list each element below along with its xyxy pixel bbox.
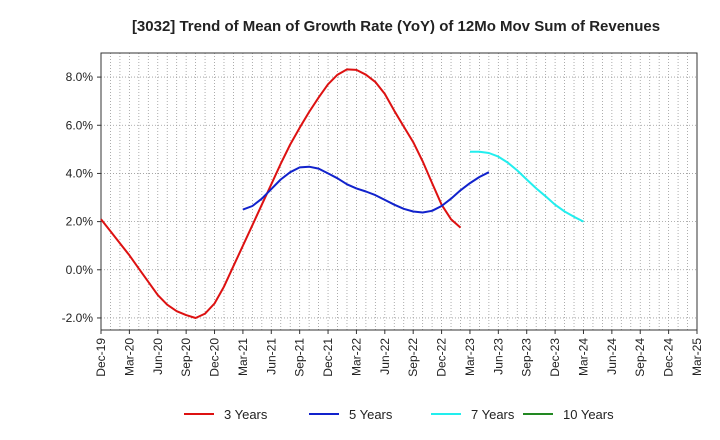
legend: 3 Years 5 Years 7 Years 10 Years bbox=[184, 407, 614, 422]
x-tick-label: Dec-21 bbox=[321, 338, 335, 377]
x-tick-label: Mar-21 bbox=[236, 338, 250, 376]
x-tick-label: Mar-22 bbox=[349, 338, 363, 376]
series-line-3-years bbox=[100, 68, 462, 319]
x-tick-label: Sep-23 bbox=[520, 338, 534, 377]
x-tick-label: Jun-21 bbox=[264, 338, 278, 375]
legend-label: 5 Years bbox=[349, 407, 393, 422]
x-tick-label: Jun-20 bbox=[151, 338, 165, 375]
x-tick-label: Sep-20 bbox=[179, 338, 193, 377]
x-tick-label: Dec-24 bbox=[662, 338, 676, 377]
y-tick-label: 6.0% bbox=[66, 118, 94, 132]
legend-label: 7 Years bbox=[471, 407, 515, 422]
axes: -2.0% 0.0% 2.0% 4.0% 6.0% 8.0% Dec-19 Mar-20 Jun… bbox=[62, 52, 704, 377]
y-tick-label: 2.0% bbox=[66, 215, 94, 229]
y-tick-label: 0.0% bbox=[66, 263, 94, 277]
x-tick-label: Jun-22 bbox=[378, 338, 392, 375]
x-tick-label: Mar-24 bbox=[576, 338, 590, 376]
legend-label: 10 Years bbox=[563, 407, 614, 422]
legend-label: 3 Years bbox=[224, 407, 268, 422]
x-tick-label: Dec-23 bbox=[548, 338, 562, 377]
x-tick-label: Mar-25 bbox=[690, 338, 704, 376]
x-tick-label: Jun-23 bbox=[491, 338, 505, 375]
series-line-7-years bbox=[470, 150, 584, 223]
chart-title: [3032] Trend of Mean of Growth Rate (YoY… bbox=[132, 18, 660, 35]
y-tick-label: 4.0% bbox=[66, 166, 94, 180]
x-tick-label: Sep-24 bbox=[633, 338, 647, 377]
grid bbox=[101, 53, 697, 330]
x-tick-label: Dec-22 bbox=[435, 338, 449, 377]
x-tick-label: Sep-21 bbox=[293, 338, 307, 377]
legend-item-7-years: 7 Years bbox=[431, 407, 515, 422]
series-line-5-years bbox=[242, 165, 490, 214]
legend-item-3-years: 3 Years bbox=[184, 407, 268, 422]
x-tick-label: Dec-19 bbox=[94, 338, 108, 377]
series-lines bbox=[100, 68, 584, 319]
x-tick-label: Jun-24 bbox=[605, 338, 619, 375]
legend-item-5-years: 5 Years bbox=[309, 407, 393, 422]
x-tick-label: Mar-20 bbox=[122, 338, 136, 376]
x-tick-label: Dec-20 bbox=[208, 338, 222, 377]
plot-frame bbox=[100, 52, 698, 331]
x-tick-label: Mar-23 bbox=[463, 338, 477, 376]
y-tick-label: 8.0% bbox=[66, 70, 94, 84]
x-tick-label: Sep-22 bbox=[406, 338, 420, 377]
y-tick-label: -2.0% bbox=[62, 311, 94, 325]
legend-item-10-years: 10 Years bbox=[523, 407, 614, 422]
